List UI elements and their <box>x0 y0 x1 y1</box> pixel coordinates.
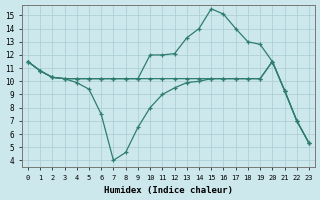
X-axis label: Humidex (Indice chaleur): Humidex (Indice chaleur) <box>104 186 233 195</box>
